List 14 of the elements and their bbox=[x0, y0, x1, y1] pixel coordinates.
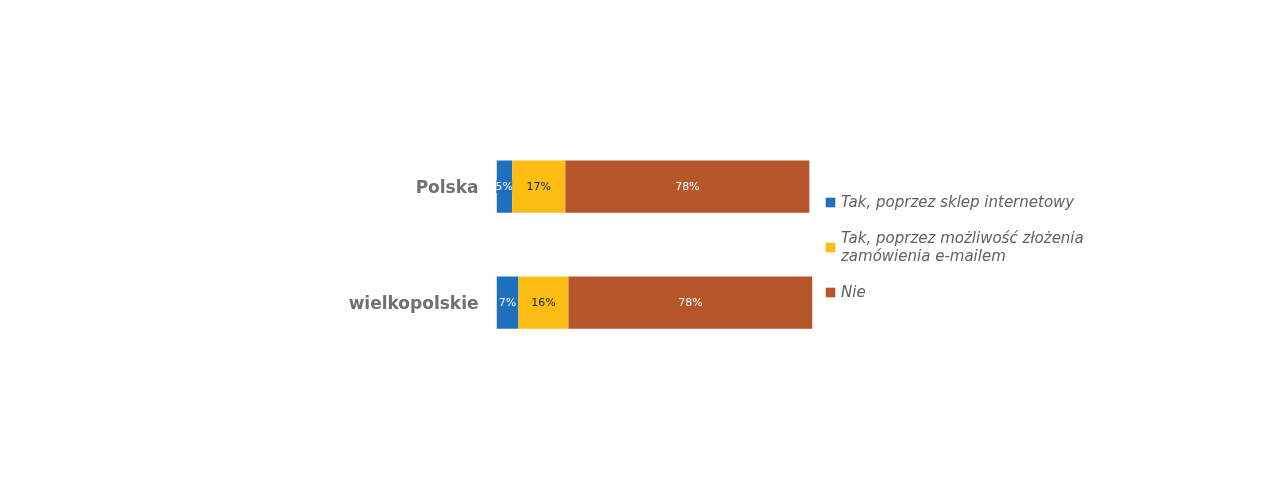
data-label: 17% bbox=[526, 180, 551, 194]
bar bbox=[512, 160, 566, 213]
bar bbox=[568, 276, 813, 329]
legend-label: Tak, poprzez sklep internetowy bbox=[841, 192, 1075, 211]
bar bbox=[518, 276, 569, 329]
y-tick-label: Polska bbox=[415, 176, 479, 197]
bar bbox=[565, 160, 810, 213]
legend-label: Tak, poprzez możliwość złożenia zamówienia e-mailem bbox=[841, 228, 1084, 265]
legend-label: Nie bbox=[841, 282, 866, 301]
data-label: 16% bbox=[531, 296, 556, 310]
data-label: 78% bbox=[678, 296, 703, 310]
data-label: 7% bbox=[498, 296, 517, 310]
data-label: 78% bbox=[675, 180, 700, 194]
y-tick-label: wielkopolskie bbox=[348, 292, 479, 313]
